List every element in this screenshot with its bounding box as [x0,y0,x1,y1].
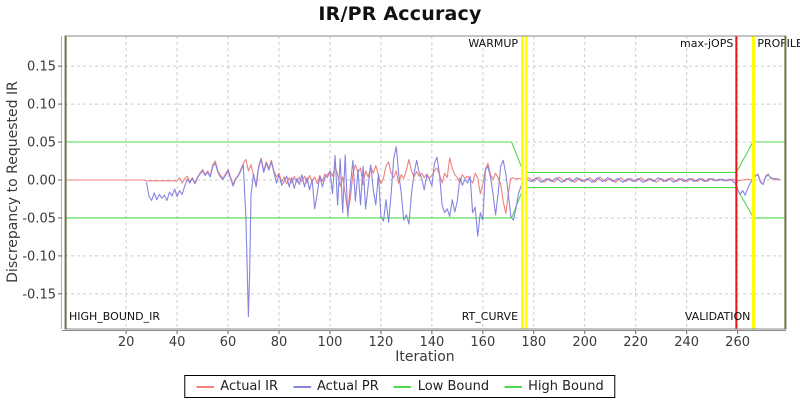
annotation-high-bound-ir: HIGH_BOUND_IR [69,310,160,323]
y-tick-label: -0.10 [22,249,56,264]
x-tick-label: 140 [419,335,444,350]
x-tick-label: 120 [369,335,394,350]
series-high-bound-line [65,141,786,173]
marker-label-rt-curve: RT_CURVE [462,310,518,323]
x-tick-label: 100 [318,335,343,350]
y-tick-label: 0.10 [27,98,56,113]
y-tick-label: -0.05 [22,211,56,226]
legend-swatch-low-bound [393,385,412,388]
legend-swatch-actual-ir [196,385,215,388]
legend-item-high-bound: High Bound [504,379,604,394]
x-tick-label: 160 [470,335,495,350]
legend-item-actual-pr: Actual PR [293,379,379,394]
x-tick-label: 260 [725,335,750,350]
marker-label-max-jops: max-jOPS [680,37,733,50]
y-tick-label: 0.00 [27,173,56,188]
legend-label-actual-pr: Actual PR [317,379,379,394]
legend-swatch-actual-pr [293,385,312,388]
series-actual-ir-line [65,157,780,214]
legend-label-actual-ir: Actual IR [220,379,279,394]
x-tick-label: 60 [220,335,237,350]
x-tick-label: 240 [674,335,699,350]
legend-label-high-bound: High Bound [528,379,604,394]
y-axis-label: Discrepancy to Requested IR [5,81,21,283]
x-axis-label: Iteration [395,349,454,365]
x-tick-label: 80 [271,335,288,350]
series-actual-pr-line [145,146,780,318]
x-tick-label: 200 [572,335,597,350]
x-tick-label: 180 [521,335,546,350]
legend-item-low-bound: Low Bound [393,379,490,394]
legend: Actual IR Actual PR Low Bound High Bound [184,375,616,398]
y-tick-label: 0.15 [27,60,56,75]
marker-label-validation: VALIDATION [685,310,751,323]
y-tick-label: -0.15 [22,287,56,302]
x-tick-label: 40 [169,335,186,350]
marker-label-profile: PROFILE [757,37,800,50]
marker-label-warmup: WARMUP [468,37,518,50]
legend-swatch-high-bound [504,385,523,388]
series-low-bound-line [65,187,786,219]
x-tick-label: 220 [623,335,648,350]
x-tick-label: 20 [118,335,135,350]
legend-item-actual-ir: Actual IR [196,379,278,394]
y-tick-label: 0.05 [27,136,56,151]
legend-label-low-bound: Low Bound [417,379,490,394]
plot-area: Discrepancy to Requested IR Iteration 20… [5,35,800,365]
chart-title: IR/PR Accuracy [318,3,482,25]
